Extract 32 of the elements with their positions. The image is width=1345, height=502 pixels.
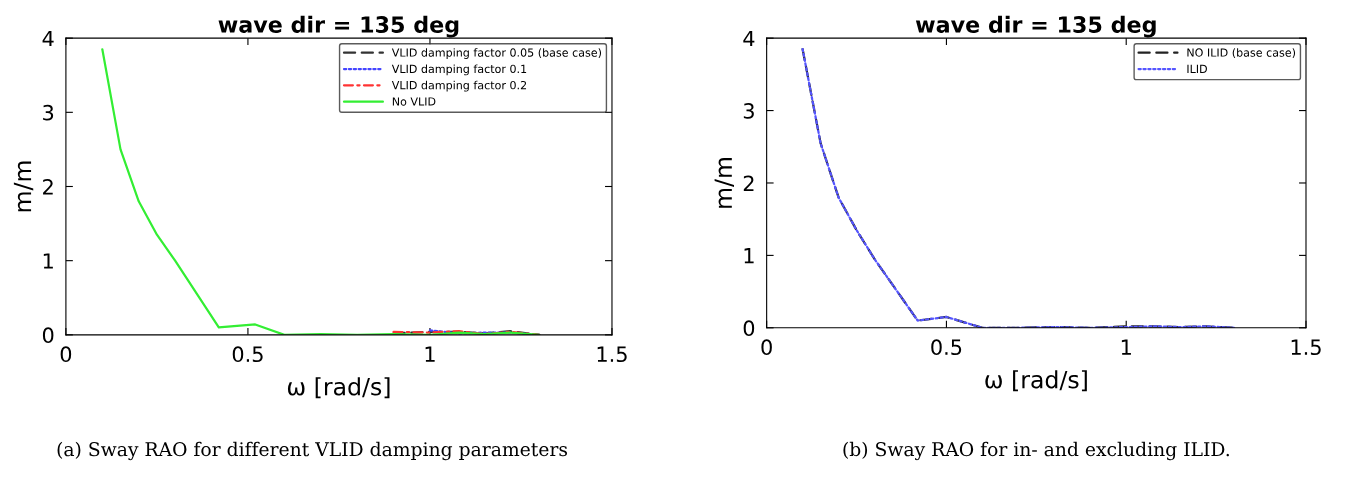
y-tick-label: 4 xyxy=(42,30,54,47)
y-axis-title: m/m xyxy=(13,161,34,212)
legend-label: No VLID xyxy=(392,97,436,106)
text: (a) Sway RAO for different VLID damping parameters xyxy=(57,441,568,461)
y-tick-label: 3 xyxy=(743,103,754,119)
y-tick-label: 1 xyxy=(43,253,53,269)
legend-label: NO ILID (base case) xyxy=(1187,48,1296,59)
text: (b) Sway RAO for in- and excluding ILID. xyxy=(843,441,1229,461)
y-tick-label: 3 xyxy=(43,104,54,121)
legend-label: VLID damping factor 0.2 xyxy=(391,80,527,92)
legend-label: VLID damping factor 0.05 (base case) xyxy=(391,48,602,59)
x-tick-label: 1 xyxy=(425,346,435,362)
legend-label: VLID damping factor 0.1 xyxy=(391,64,527,76)
x-tick-label: 0 xyxy=(761,339,772,356)
x-tick-label: 0 xyxy=(60,346,72,363)
y-axis-title: m/m xyxy=(714,158,735,208)
y-tick-label: 0 xyxy=(42,327,54,344)
x-tick-label: 1.5 xyxy=(597,346,627,363)
x-tick-label: 1.5 xyxy=(1291,339,1321,356)
y-tick-label: 4 xyxy=(743,30,755,47)
y-tick-label: 1 xyxy=(744,248,754,264)
x-tick-label: 1 xyxy=(1121,339,1131,355)
y-tick-label: 2 xyxy=(43,178,53,195)
chart-title: wave dir = 135 deg xyxy=(218,15,459,38)
x-tick-label: 0.5 xyxy=(232,346,263,363)
y-tick-label: 0 xyxy=(743,320,755,337)
x-tick-label: 0.5 xyxy=(931,339,962,356)
chart-title: wave dir = 135 deg xyxy=(915,15,1156,38)
y-tick-label: 2 xyxy=(743,175,754,191)
legend-label: ILID xyxy=(1187,64,1207,73)
x-axis-title: ω [rad/s] xyxy=(287,377,390,399)
x-axis-title: ω [rad/s] xyxy=(985,370,1087,392)
